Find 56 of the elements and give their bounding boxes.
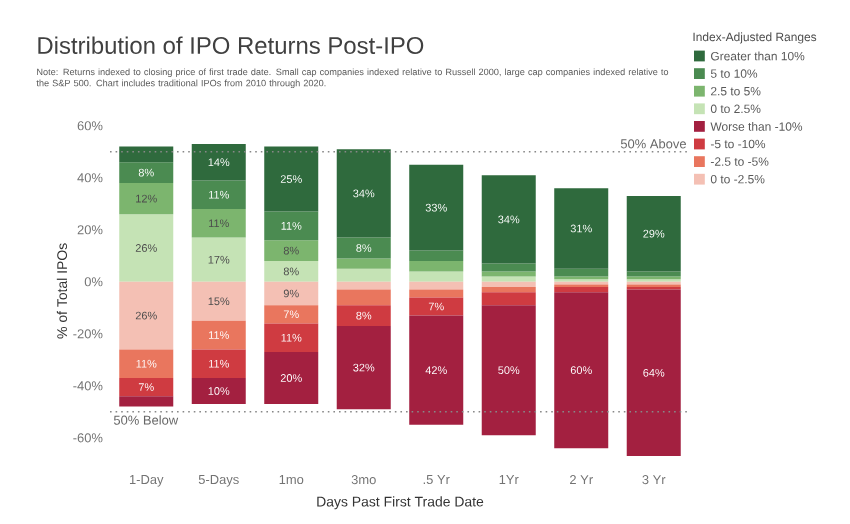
bar — [264, 281, 319, 306]
bar — [336, 325, 391, 410]
bar — [119, 214, 174, 282]
bar — [336, 149, 391, 238]
bar — [409, 250, 464, 261]
bar — [264, 211, 319, 241]
bar — [481, 276, 536, 282]
bar — [626, 289, 681, 456]
chart-title: Distribution of IPO Returns Post-IPO — [38, 36, 424, 54]
bar — [336, 268, 391, 282]
bar — [336, 281, 391, 290]
bar — [409, 271, 464, 282]
bar — [336, 237, 391, 259]
bar — [554, 286, 609, 293]
bar — [554, 292, 609, 449]
bar — [264, 305, 319, 324]
bar — [336, 289, 391, 306]
bar — [119, 182, 174, 215]
bar — [264, 240, 319, 261]
bar — [264, 146, 319, 212]
bar — [409, 281, 464, 290]
bar — [191, 237, 246, 282]
bar — [119, 162, 174, 183]
bar — [409, 297, 464, 316]
bar — [119, 146, 174, 163]
bar — [554, 268, 609, 277]
bar — [264, 323, 319, 352]
bar — [481, 286, 536, 293]
bar — [409, 164, 464, 251]
bar — [336, 305, 391, 326]
bar — [481, 271, 536, 277]
bar — [481, 263, 536, 272]
bar — [191, 180, 246, 209]
bar — [409, 315, 464, 425]
bar — [481, 175, 536, 264]
bar — [626, 195, 681, 272]
bar — [191, 320, 246, 350]
bar — [264, 260, 319, 282]
bar — [481, 281, 536, 287]
bar — [409, 289, 464, 298]
bar — [409, 260, 464, 272]
bar — [626, 271, 681, 277]
bar — [336, 258, 391, 269]
bar — [481, 305, 536, 436]
bar — [119, 377, 174, 397]
bar — [264, 351, 319, 404]
bar — [191, 281, 246, 321]
bar — [554, 188, 609, 269]
bar — [481, 292, 536, 306]
bar — [119, 349, 174, 378]
bar — [191, 377, 246, 404]
bar — [191, 143, 246, 181]
bar — [119, 281, 174, 350]
bar — [191, 208, 246, 238]
bar — [119, 396, 174, 407]
bar — [191, 349, 246, 378]
